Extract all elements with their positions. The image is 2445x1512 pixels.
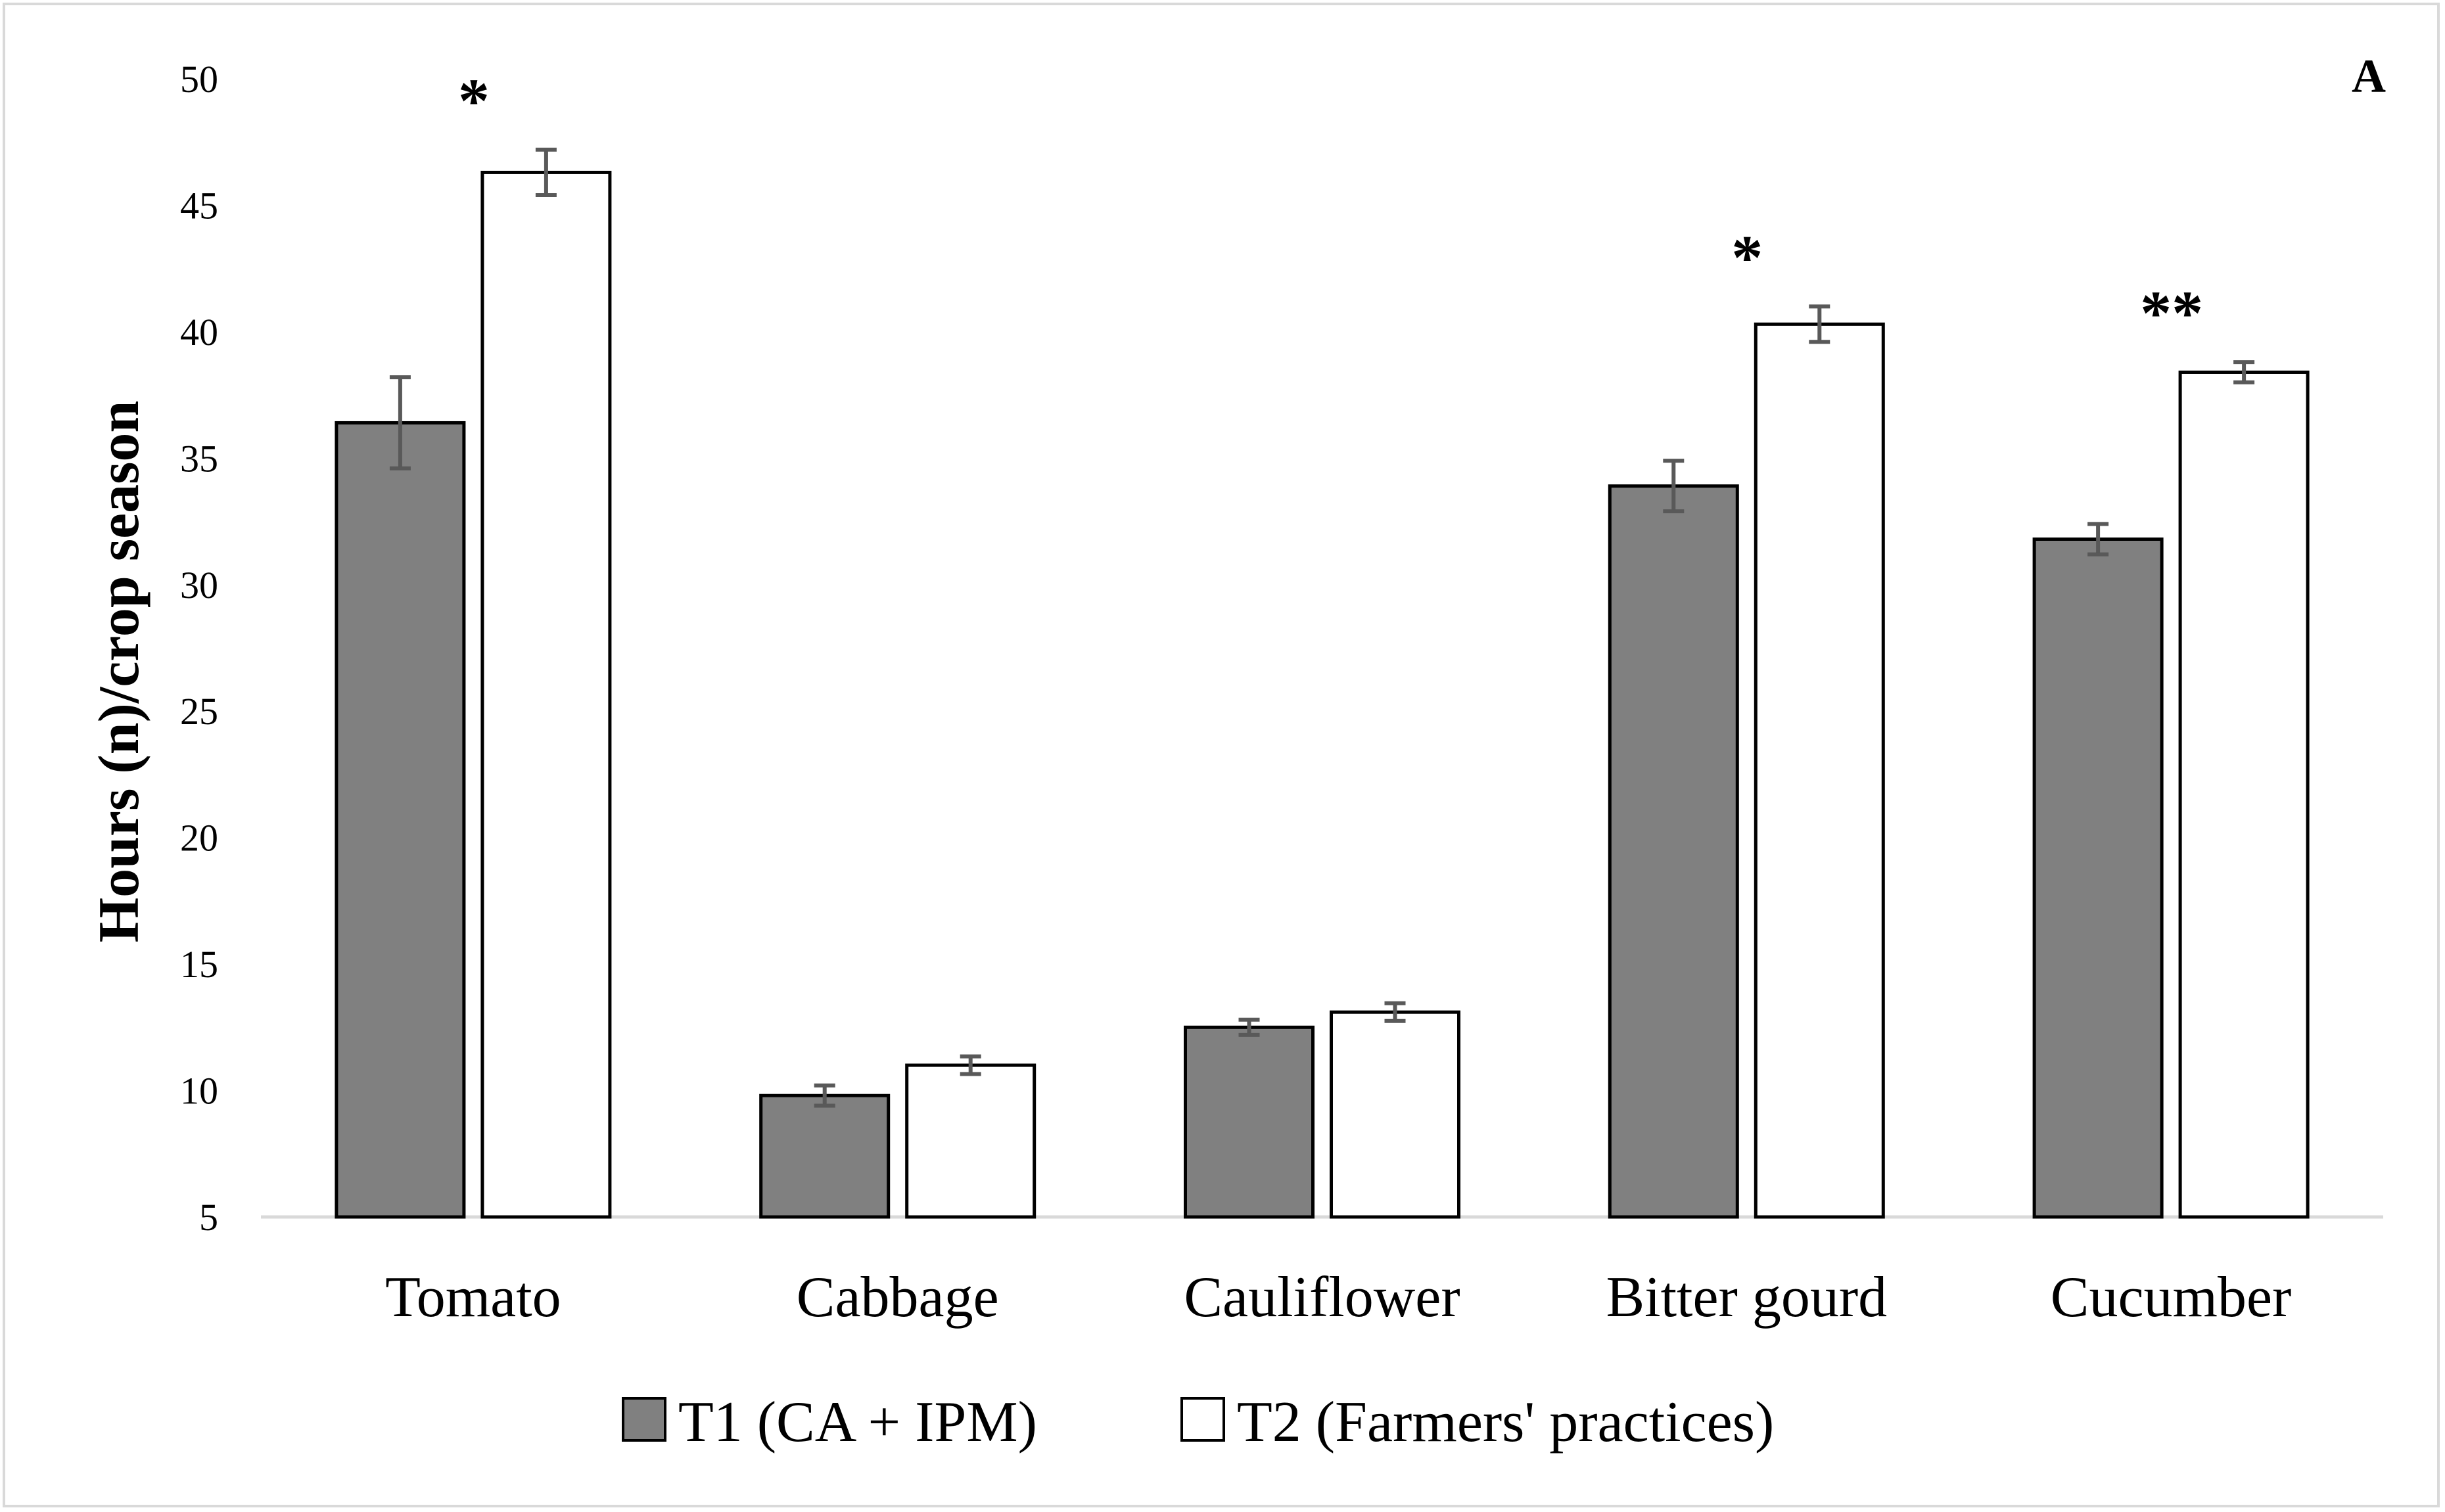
panel-label: A [2352,50,2386,103]
error-bar [2233,360,2255,384]
y-tick-label: 25 [180,690,218,733]
legend-swatch-t1 [622,1397,666,1442]
bar-t2-cabbage [905,1063,1036,1219]
significance-marker: ** [2140,278,2203,348]
x-category-label: Tomato [385,1266,561,1329]
x-category-label: Cucumber [2051,1266,2292,1329]
y-tick-label: 30 [180,564,218,607]
y-tick-label: 35 [180,437,218,480]
y-axis-label: Hours (n)/crop season [87,401,151,943]
y-tick-label: 15 [180,943,218,986]
error-bar [389,375,411,470]
error-bar [1384,1001,1406,1023]
significance-marker: * [1731,222,1763,292]
error-bar [2087,522,2109,557]
legend: T1 (CA + IPM) T2 (Farmers' practices) [622,1390,1774,1454]
y-tick-label: 20 [180,817,218,859]
bar-t1-tomato [335,421,466,1219]
legend-label-t1: T1 (CA + IPM) [678,1390,1037,1454]
x-category-label: Bitter gourd [1606,1266,1887,1329]
bar-t2-bitter-gourd [1754,322,1885,1219]
y-tick-label: 5 [199,1196,218,1239]
x-category-label: Cabbage [797,1266,999,1329]
y-tick-label: 40 [180,311,218,354]
bar-t1-bitter-gourd [1608,484,1739,1219]
bar-t2-cauliflower [1330,1010,1460,1219]
significance-marker: * [458,66,490,136]
legend-swatch-t2 [1180,1397,1225,1442]
y-tick-label: 50 [180,58,218,101]
legend-label-t2: T2 (Farmers' practices) [1237,1390,1774,1454]
bar-t1-cauliflower [1184,1025,1315,1219]
error-bar [1663,459,1685,514]
error-bar [960,1054,981,1076]
error-bar [535,147,557,198]
y-tick-label: 45 [180,184,218,227]
bar-t2-tomato [480,170,612,1219]
bar-t1-cucumber [2032,537,2164,1219]
error-bar [1238,1017,1260,1037]
bar-t2-cucumber [2178,370,2310,1219]
y-tick-label: 10 [180,1070,218,1112]
bar-t1-cabbage [759,1093,891,1219]
error-bar [814,1083,835,1108]
x-category-label: Cauliflower [1184,1266,1460,1329]
error-bar [1809,304,1830,344]
